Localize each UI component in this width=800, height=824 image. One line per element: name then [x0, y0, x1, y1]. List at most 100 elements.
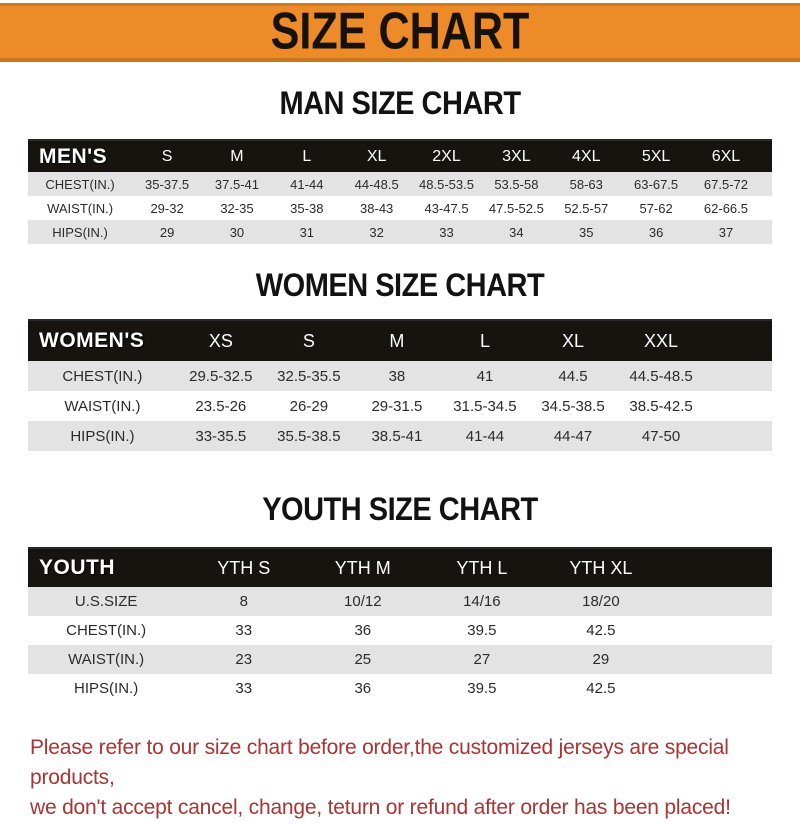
table-header-row: YOUTH YTH S YTH M YTH L YTH XL [28, 547, 772, 587]
row-label: CHEST(IN.) [45, 176, 115, 192]
table-cell: 34.5-38.5 [541, 397, 605, 415]
table-cell: 37.5-41 [214, 176, 259, 192]
table-row: WAIST(IN.) 29-32 32-35 35-38 38-43 43-47.5 47.… [28, 196, 772, 220]
row-label: HIPS(IN.) [74, 680, 139, 697]
table-cell: 35.5-38.5 [277, 427, 341, 445]
table-row: CHEST(IN.) 29.5-32.5 32.5-35.5 38 41 44.5 44.5… [28, 361, 772, 391]
table-cell: 37 [718, 224, 734, 240]
column-header: M [389, 330, 405, 351]
order-note: Please refer to our size chart before or… [30, 733, 782, 824]
table-cell: 31 [299, 224, 315, 240]
table-cell: 52.5-57 [564, 200, 609, 216]
table-cell: 38-43 [360, 200, 394, 216]
row-label: CHEST(IN.) [66, 622, 147, 639]
row-label: HIPS(IN.) [70, 427, 135, 445]
table-cell: 35 [579, 224, 594, 240]
table-cell: 38 [388, 367, 406, 385]
table-cell: 32 [369, 224, 384, 240]
banner-title: SIZE CHART [270, 2, 530, 61]
table-cell: 38.5-41 [371, 427, 423, 445]
table-title: WOMEN'S [39, 329, 145, 352]
table-cell: 10/12 [344, 593, 382, 610]
table-title: YOUTH [39, 556, 115, 579]
row-label: HIPS(IN.) [52, 224, 108, 240]
order-note-line-1: Please refer to our size chart before or… [30, 736, 729, 790]
column-header: YTH M [334, 557, 391, 578]
column-header: S [302, 330, 315, 351]
table-cell: 62-66.5 [703, 200, 748, 216]
column-header: 2XL [432, 147, 461, 165]
table-cell: 29-31.5 [371, 397, 423, 415]
table-cell: 33 [439, 224, 454, 240]
table-cell: 33 [235, 622, 253, 639]
table-cell: 42.5 [586, 622, 616, 639]
column-header: 6XL [711, 147, 741, 165]
table-row: HIPS(IN.) 29 30 31 32 33 34 35 36 37 [28, 220, 772, 244]
column-header: XXL [644, 330, 679, 351]
table-cell: 23.5-26 [195, 397, 247, 415]
table-title: MEN'S [39, 144, 108, 168]
youth-size-chart-heading: YOUTH SIZE CHART [262, 492, 538, 528]
column-header: L [302, 147, 312, 165]
table-cell: 38.5-42.5 [629, 397, 693, 415]
table-cell: 39.5 [467, 680, 497, 697]
youth-size-table: YOUTH YTH S YTH M YTH L YTH XL U.S.SIZE 8 10/12… [28, 547, 772, 703]
table-cell: 18/20 [582, 593, 620, 610]
column-header: L [479, 330, 490, 351]
table-cell: 44.5-48.5 [629, 367, 693, 385]
table-cell: 48.5-53.5 [419, 176, 474, 192]
table-cell: 53.5-58 [494, 176, 539, 192]
table-cell: 41 [476, 367, 494, 385]
table-cell: 41-44 [290, 176, 324, 192]
table-cell: 35-37.5 [145, 176, 190, 192]
women-size-table: WOMEN'S XS S M L XL XXL CHEST(IN.) 29.5-32.5 32.5… [28, 319, 772, 451]
table-cell: 33-35.5 [195, 427, 247, 445]
table-cell: 34 [509, 224, 524, 240]
table-header-row: WOMEN'S XS S M L XL XXL [28, 319, 772, 361]
row-label: U.S.SIZE [74, 593, 138, 610]
row-label: WAIST(IN.) [64, 397, 141, 415]
table-cell: 32.5-35.5 [277, 367, 341, 385]
table-cell: 47.5-52.5 [488, 200, 544, 216]
table-cell: 29-32 [150, 200, 184, 216]
table-row: CHEST(IN.) 35-37.5 37.5-41 41-44 44-48.5 48.5… [28, 172, 772, 196]
size-chart-page: SIZE CHART MAN SIZE CHART MEN'S S M L XL 2XL 3… [0, 3, 800, 819]
table-cell: 57-62 [639, 200, 673, 216]
table-cell: 47-50 [641, 427, 681, 445]
order-note-line-2: we don't accept cancel, change, teturn o… [30, 796, 731, 820]
table-cell: 67.5-72 [703, 176, 748, 192]
column-header: 3XL [502, 147, 531, 165]
women-size-chart-heading: WOMEN SIZE CHART [255, 268, 545, 304]
table-cell: 33 [235, 680, 253, 697]
table-cell: 63-67.5 [634, 176, 679, 192]
table-cell: 32-35 [220, 200, 254, 216]
column-header: XL [561, 330, 585, 351]
table-cell: 41-44 [465, 427, 505, 445]
row-label: WAIST(IN.) [68, 651, 145, 668]
table-cell: 26-29 [289, 397, 329, 415]
row-label: CHEST(IN.) [62, 367, 143, 385]
table-cell: 39.5 [467, 622, 497, 639]
row-label: WAIST(IN.) [47, 200, 114, 216]
table-cell: 42.5 [586, 680, 616, 697]
column-header: YTH S [217, 557, 271, 578]
column-header: XL [366, 147, 387, 165]
table-row: U.S.SIZE 8 10/12 14/16 18/20 [28, 587, 772, 616]
table-cell: 44-48.5 [354, 176, 399, 192]
table-cell: 31.5-34.5 [453, 397, 517, 415]
table-row: HIPS(IN.) 33 36 39.5 42.5 [28, 674, 772, 703]
banner: SIZE CHART [0, 3, 800, 62]
column-header: S [161, 147, 173, 165]
table-row: WAIST(IN.) 23.5-26 26-29 29-31.5 31.5-34.5 34… [28, 391, 772, 421]
table-cell: 36 [354, 680, 372, 697]
table-cell: 29 [592, 651, 610, 668]
man-size-chart-heading: MAN SIZE CHART [279, 86, 521, 122]
table-cell: 44-47 [553, 427, 593, 445]
table-cell: 58-63 [569, 176, 603, 192]
table-cell: 30 [229, 224, 245, 240]
men-size-table: MEN'S S M L XL 2XL 3XL 4XL 5XL 6XL CHEST(IN.) 35-37… [28, 139, 772, 244]
table-cell: 29 [159, 224, 175, 240]
column-header: M [230, 147, 244, 165]
table-cell: 14/16 [463, 593, 501, 610]
table-row: WAIST(IN.) 23 25 27 29 [28, 645, 772, 674]
